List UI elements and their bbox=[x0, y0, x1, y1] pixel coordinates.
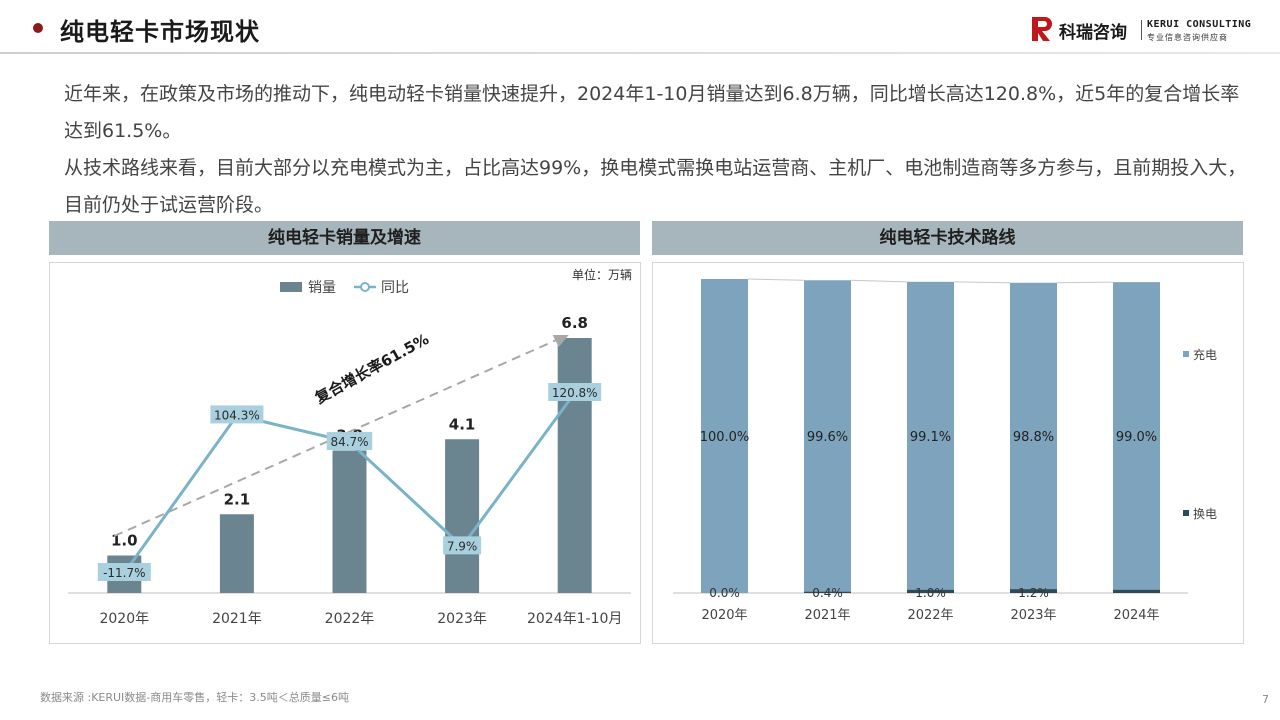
yoy-label-box bbox=[326, 432, 373, 451]
yoy-label-box bbox=[97, 563, 151, 581]
x-tick-label: 2024年 bbox=[1113, 608, 1159, 623]
yoy-label-box bbox=[548, 383, 602, 401]
bar-charge bbox=[907, 281, 954, 593]
swap-value-label: 1.0% bbox=[915, 586, 946, 600]
tech-route-chart-panel: 100.0% 0.0% 2020年 99.6% 0.4% 2021年 99.1% 1.0% 20… bbox=[652, 262, 1244, 644]
legend-swatch-bar bbox=[280, 282, 302, 292]
intro-paragraph-2: 从技术路线来看，目前大部分以充电模式为主，占比高达99%，换电模式需换电站运营商… bbox=[64, 157, 1247, 216]
bar-value-label: 6.8 bbox=[561, 314, 588, 332]
x-tick-label: 2022年 bbox=[325, 611, 375, 627]
page-title: 纯电轻卡市场现状 bbox=[60, 18, 260, 46]
x-tick-label: 2021年 bbox=[804, 608, 850, 623]
legend-label-charge: 充电 bbox=[1193, 347, 1217, 362]
legend-swatch-charge bbox=[1183, 351, 1189, 357]
data-source-note: 数据来源 :KERUI数据-商用车零售，轻卡：3.5吨＜总质量≤6吨 bbox=[40, 691, 349, 704]
bar bbox=[445, 439, 480, 593]
swap-value-label: 0.0% bbox=[709, 586, 740, 600]
bar-swap bbox=[907, 589, 954, 593]
title-bar: 纯电轻卡市场现状 科瑞咨询 KERUI CONSULTING 专业信息咨询供应商 bbox=[0, 0, 1280, 56]
series-connector bbox=[953, 281, 1011, 284]
page-number: 7 bbox=[1262, 693, 1269, 706]
bar-swap bbox=[1010, 589, 1057, 593]
swap-value-label: 1.2% bbox=[1018, 586, 1049, 600]
bar-charge bbox=[1010, 282, 1057, 593]
bar-charge bbox=[1113, 282, 1160, 593]
legend-label-line: 同比 bbox=[381, 280, 409, 296]
yoy-value-label: -11.7% bbox=[103, 566, 145, 580]
x-tick-label: 2023年 bbox=[437, 611, 487, 627]
bar bbox=[332, 450, 367, 593]
charge-value-label: 99.6% bbox=[807, 430, 848, 445]
sales-chart-panel: 销量同比单位：万辆1.02020年2.12021年3.82022年4.12023… bbox=[49, 262, 641, 644]
unit-label: 单位：万辆 bbox=[572, 267, 632, 282]
left-panel-header: 纯电轻卡销量及增速 bbox=[49, 221, 640, 255]
x-tick-label: 2024年1-10月 bbox=[527, 611, 622, 627]
bar-charge bbox=[701, 279, 748, 593]
logo-en-text: KERUI CONSULTING bbox=[1147, 19, 1252, 30]
series-connector bbox=[747, 278, 805, 281]
charge-value-label: 99.0% bbox=[1116, 430, 1157, 445]
title-bullet-icon bbox=[33, 23, 43, 33]
legend-label-swap: 换电 bbox=[1193, 507, 1217, 521]
bar-charge bbox=[804, 280, 851, 593]
x-tick-label: 2021年 bbox=[212, 611, 262, 627]
charge-value-label: 100.0% bbox=[700, 430, 750, 445]
logo-separator bbox=[1141, 20, 1142, 40]
yoy-label-box bbox=[443, 536, 482, 555]
legend-label-bar: 销量 bbox=[308, 280, 336, 296]
x-tick-label: 2022年 bbox=[907, 608, 953, 623]
brand-logo: 科瑞咨询 KERUI CONSULTING 专业信息咨询供应商 bbox=[1032, 16, 1252, 44]
right-panel-header: 纯电轻卡技术路线 bbox=[652, 221, 1243, 255]
legend-swatch-swap bbox=[1183, 510, 1189, 516]
sales-chart: 销量同比单位：万辆1.02020年2.12021年3.82022年4.12023… bbox=[68, 267, 632, 627]
swap-value-label: 0.4% bbox=[812, 586, 843, 600]
bar-value-label: 1.0 bbox=[111, 532, 138, 550]
yoy-label-box bbox=[210, 405, 264, 424]
intro-text: 近年来，在政策及市场的推动下，纯电动轻卡销量快速提升，2024年1-10月销量达… bbox=[64, 76, 1254, 224]
bar-value-label: 4.1 bbox=[449, 415, 476, 433]
series-connector bbox=[850, 279, 908, 283]
logo-subtitle: 专业信息咨询供应商 bbox=[1147, 33, 1228, 42]
cagr-arrow-head bbox=[552, 335, 569, 347]
logo-cn-text: 科瑞咨询 bbox=[1059, 23, 1127, 43]
x-tick-label: 2020年 bbox=[701, 608, 747, 623]
x-tick-label: 2020年 bbox=[99, 611, 149, 627]
yoy-value-label: 84.7% bbox=[330, 435, 368, 449]
title-divider bbox=[0, 52, 1280, 54]
cagr-annotation: 复合增长率61.5% bbox=[311, 330, 432, 408]
yoy-value-label: 7.9% bbox=[447, 539, 478, 553]
yoy-value-label: 104.3% bbox=[214, 408, 260, 422]
charge-value-label: 98.8% bbox=[1013, 430, 1054, 445]
bar-swap bbox=[804, 591, 851, 593]
x-tick-label: 2023年 bbox=[1010, 608, 1056, 623]
bar-swap bbox=[1113, 589, 1160, 593]
intro-paragraph-1: 近年来，在政策及市场的推动下，纯电动轻卡销量快速提升，2024年1-10月销量达… bbox=[64, 83, 1240, 142]
bar bbox=[219, 514, 254, 593]
bar bbox=[557, 338, 592, 593]
bar-value-label: 2.1 bbox=[224, 490, 251, 508]
series-connector bbox=[1056, 281, 1114, 284]
charge-value-label: 99.1% bbox=[910, 430, 951, 445]
kerui-logo-icon bbox=[1032, 17, 1052, 41]
tech-route-chart: 100.0% 0.0% 2020年 99.6% 0.4% 2021年 99.1% 1.0% 20… bbox=[673, 278, 1217, 623]
legend-marker-line bbox=[360, 282, 370, 292]
yoy-value-label: 120.8% bbox=[552, 386, 598, 400]
